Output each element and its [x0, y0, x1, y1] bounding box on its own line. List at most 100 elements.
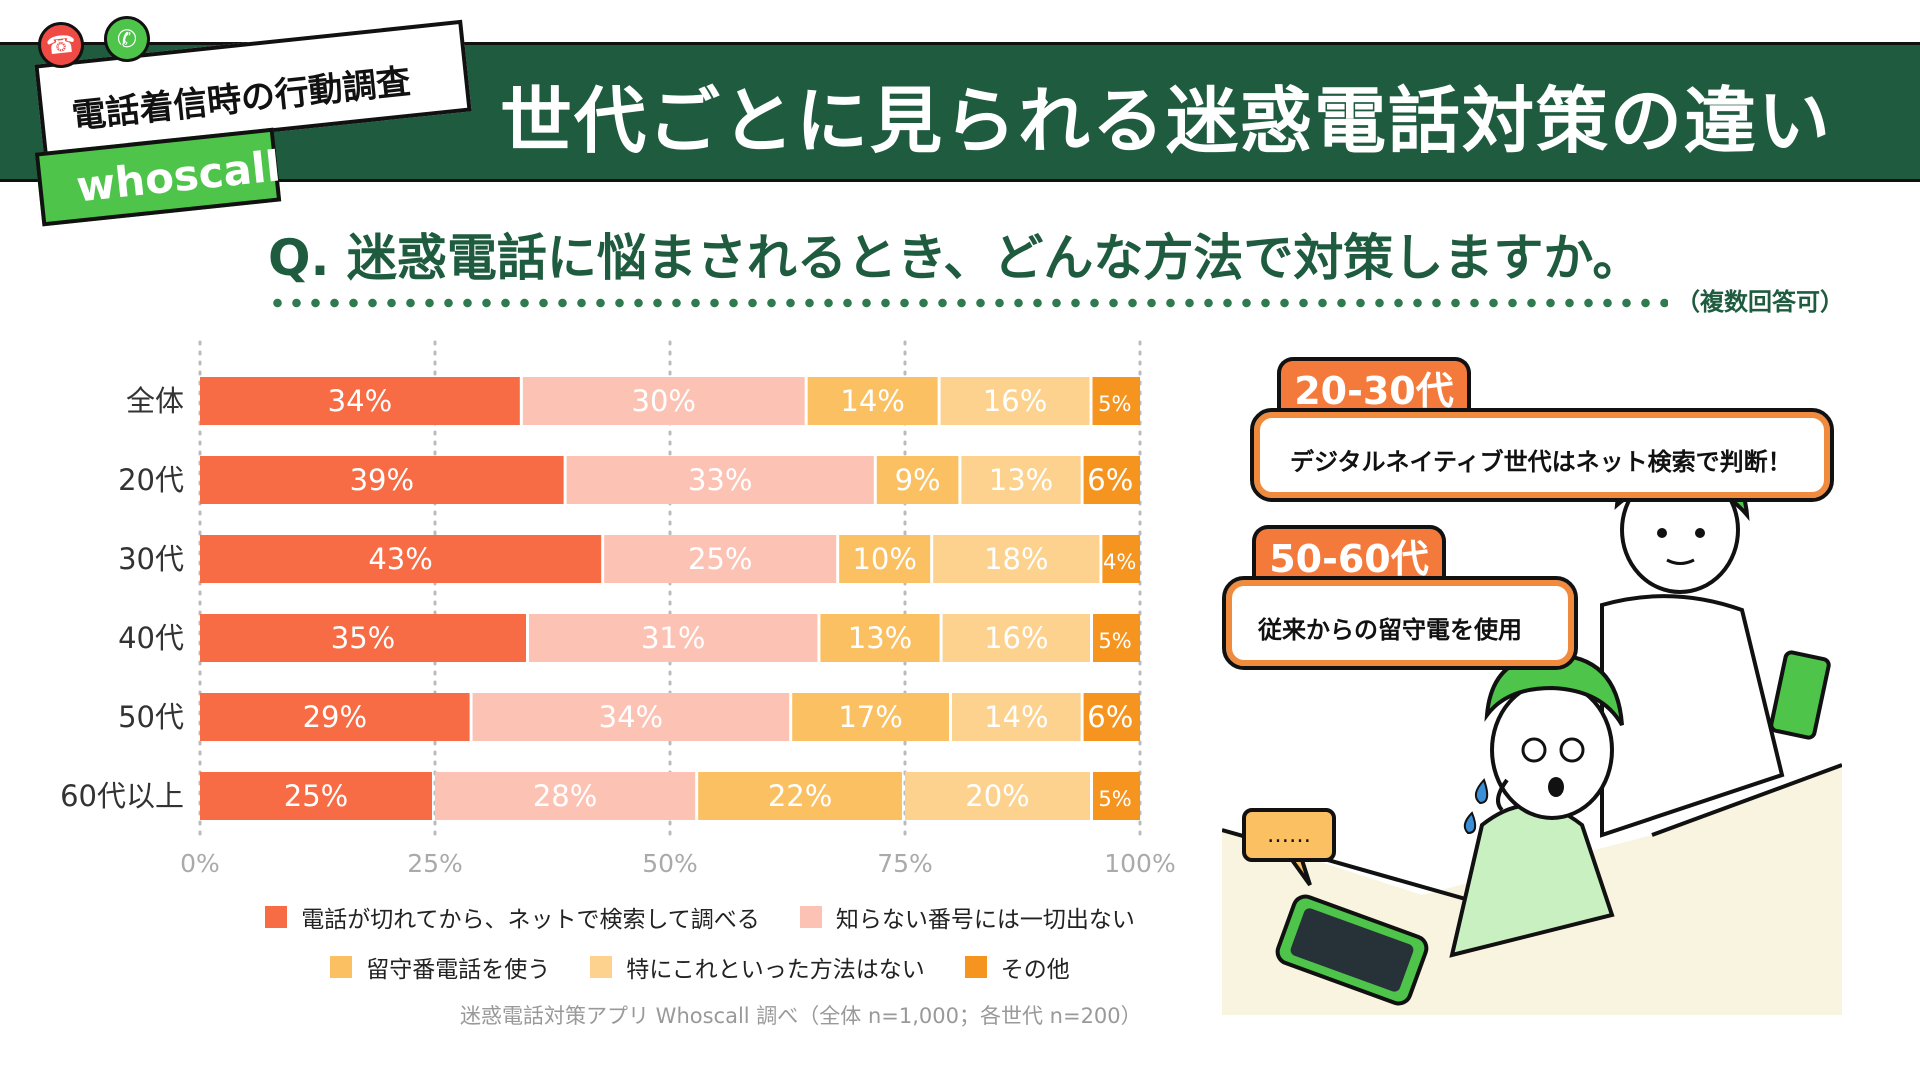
legend-item: その他	[964, 950, 1070, 984]
legend-swatch	[964, 956, 987, 978]
multiple-answer-note: （複数回答可）	[1676, 288, 1844, 316]
legend-swatch	[265, 906, 288, 928]
legend-item: 特にこれといった方法はない	[590, 950, 925, 984]
category-label: 20代	[118, 463, 184, 497]
page-title: 世代ごとに見られる迷惑電話対策の違い	[500, 79, 1833, 163]
data-label: 4%	[1103, 550, 1136, 574]
bar-segment	[200, 377, 520, 425]
x-tick-label: 75%	[877, 849, 933, 878]
data-label: 34%	[328, 384, 392, 418]
data-label: 13%	[989, 463, 1053, 497]
data-label: 33%	[688, 463, 752, 497]
bar-segment	[942, 614, 1090, 662]
speech-bubble-small: ……	[1242, 808, 1336, 887]
bar-segment	[1083, 456, 1140, 504]
legend-label: 知らない番号には一切出ない	[835, 907, 1135, 933]
bar-segment	[435, 772, 696, 820]
stacked-bar-chart: 0% 25% 50% 75% 100% 全体 34% 30% 14% 16% 5% 20代 39% 33%…	[60, 340, 1176, 878]
bar-segment	[200, 456, 564, 504]
data-label: 43%	[368, 542, 432, 576]
data-label: 5%	[1098, 787, 1131, 811]
bar-segment	[200, 772, 432, 820]
bar-segment	[1102, 535, 1140, 583]
category-label: 30代	[118, 542, 184, 576]
legend-label: 留守番電話を使う	[366, 957, 551, 983]
data-label: 25%	[284, 779, 348, 813]
bar-segment	[604, 535, 837, 583]
data-label: 14%	[984, 700, 1048, 734]
sweat-drops-icon	[1463, 778, 1489, 835]
data-label: 20%	[965, 779, 1029, 813]
older-person	[1449, 652, 1624, 958]
bar-segment	[472, 693, 790, 741]
x-tick-label: 0%	[180, 849, 220, 878]
bar-segment	[807, 377, 938, 425]
legend-item: 留守番電話を使う	[330, 950, 550, 984]
bar-segment	[200, 614, 526, 662]
category-label: 40代	[118, 621, 184, 655]
data-label: 17%	[838, 700, 902, 734]
young-bubble-text: デジタルネイティブ世代はネット検索で判断！	[1290, 448, 1792, 476]
bar-segment	[905, 772, 1090, 820]
source-note: 迷惑電話対策アプリ Whoscall 調べ（全体 n=1,000；各世代 n=2…	[460, 1004, 1142, 1028]
category-label: 全体	[126, 384, 184, 418]
x-tick-label: 50%	[642, 849, 698, 878]
bar-segment	[200, 693, 470, 741]
legend-label: 特にこれといった方法はない	[626, 957, 925, 983]
bar-segment	[1092, 377, 1140, 425]
young-person	[1600, 452, 1831, 838]
data-label: 9%	[895, 463, 941, 497]
category-label: 50代	[118, 700, 184, 734]
legend-swatch	[330, 956, 353, 978]
bar-segment	[933, 535, 1100, 583]
bar-segment	[820, 614, 940, 662]
bar-segment	[876, 456, 959, 504]
data-label: 6%	[1087, 700, 1133, 734]
legend-row: 留守番電話を使う 特にこれといった方法はない その他	[250, 950, 1150, 984]
bar-segment	[698, 772, 902, 820]
legend-swatch	[799, 906, 822, 928]
data-label: 29%	[303, 700, 367, 734]
bar-segment	[1083, 693, 1140, 741]
bar-segment	[961, 456, 1081, 504]
data-label: 18%	[984, 542, 1048, 576]
data-label: 16%	[983, 384, 1047, 418]
legend-label: その他	[1000, 957, 1070, 983]
brand-logo: whoscall	[74, 141, 283, 212]
data-label: 35%	[331, 621, 395, 655]
data-label: 5%	[1098, 629, 1131, 653]
data-label: 31%	[641, 621, 705, 655]
bar-segment	[522, 377, 805, 425]
bar-segment	[940, 377, 1090, 425]
data-label: 6%	[1087, 463, 1133, 497]
data-label: 5%	[1098, 392, 1131, 416]
data-label: 34%	[599, 700, 663, 734]
speech-bubble-young: デジタルネイティブ世代はネット検索で判断！	[1250, 408, 1834, 502]
ringing-phone-icon	[1275, 894, 1429, 1006]
x-tick-label: 100%	[1104, 849, 1175, 878]
data-label: 25%	[688, 542, 752, 576]
bar-segment	[200, 535, 602, 583]
data-label: 28%	[533, 779, 597, 813]
chart-legend: 電話が切れてから、ネットで検索して調べる 知らない番号には一切出ない 留守番電話を…	[250, 900, 1150, 1000]
bar-segment	[1093, 772, 1140, 820]
data-label: 16%	[984, 621, 1048, 655]
ellipsis-text: ……	[1267, 823, 1311, 848]
bar-segment	[1093, 614, 1140, 662]
desk-edge	[1651, 763, 1842, 837]
speech-bubble-old: 従来からの留守電を使用	[1222, 576, 1578, 670]
legend-item: 知らない番号には一切出ない	[799, 900, 1135, 934]
data-label: 39%	[350, 463, 414, 497]
category-label: 60代以上	[60, 779, 184, 813]
age-tab-young: 20-30代	[1277, 357, 1471, 421]
bar-segment	[566, 456, 874, 504]
data-label: 22%	[768, 779, 832, 813]
legend-swatch	[590, 956, 613, 978]
legend-row: 電話が切れてから、ネットで検索して調べる 知らない番号には一切出ない	[250, 900, 1150, 934]
bar-segment	[529, 614, 818, 662]
old-bubble-text: 従来からの留守電を使用	[1258, 616, 1522, 644]
bar-segment	[952, 693, 1081, 741]
bar-segment	[839, 535, 931, 583]
legend-item: 電話が切れてから、ネットで検索して調べる	[265, 900, 760, 934]
bar-segment	[792, 693, 949, 741]
